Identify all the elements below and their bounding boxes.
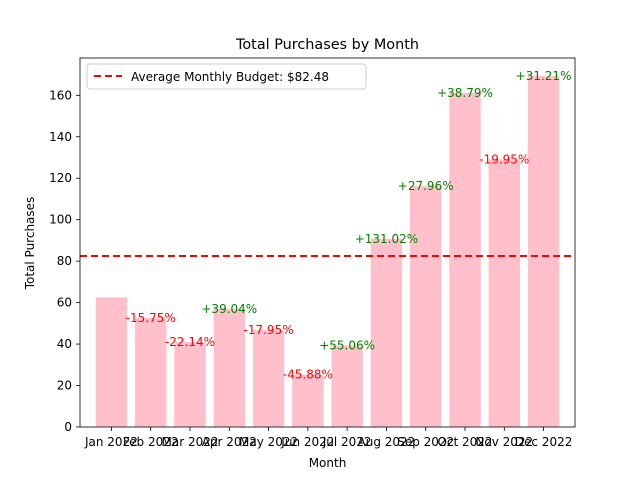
change-label: +39.04% xyxy=(201,302,257,316)
x-tick-label: Feb 2022 xyxy=(123,435,179,449)
change-label: +131.02% xyxy=(355,232,418,246)
y-tick-label: 140 xyxy=(49,130,72,144)
legend-box xyxy=(86,63,367,90)
change-label: +55.06% xyxy=(319,339,375,353)
x-tick-label: Jun 2022 xyxy=(280,435,334,449)
bar xyxy=(370,238,403,427)
change-label: -45.88% xyxy=(283,368,333,382)
y-tick-label: 80 xyxy=(57,254,72,268)
x-tick-label: Jul 2022 xyxy=(322,435,372,449)
x-tick-label: Oct 2022 xyxy=(437,435,492,449)
bars-layer xyxy=(95,75,560,428)
x-tick-label: Nov 2022 xyxy=(475,435,533,449)
bar xyxy=(331,345,363,427)
x-tick-label: Jan 2022 xyxy=(84,435,138,449)
bar xyxy=(410,186,442,427)
change-label: -17.95% xyxy=(244,323,294,337)
x-axis-title: Month xyxy=(309,456,347,470)
bar xyxy=(252,329,285,427)
chart-title: Total Purchases by Month xyxy=(235,37,419,53)
y-tick-label: 160 xyxy=(49,88,72,102)
change-label: -22.14% xyxy=(165,335,215,349)
change-label: +38.79% xyxy=(437,86,493,100)
x-tick-label: Apr 2022 xyxy=(202,435,257,449)
bar xyxy=(527,75,560,427)
x-tick-label: Aug 2022 xyxy=(358,435,416,449)
legend: Average Monthly Budget: $82.48 xyxy=(86,63,367,90)
x-tick-label: May 2022 xyxy=(239,435,298,449)
change-label: +31.21% xyxy=(516,69,572,83)
legend-label: Average Monthly Budget: $82.48 xyxy=(131,70,329,84)
y-tick-label: 100 xyxy=(49,213,72,227)
x-tick-label: Sep 2022 xyxy=(397,435,454,449)
plot-frame xyxy=(79,57,576,428)
change-label: +27.96% xyxy=(398,179,454,193)
y-axis-title: Total Purchases xyxy=(23,197,37,291)
y-tick-label: 120 xyxy=(49,171,72,185)
y-tick-label: 0 xyxy=(64,420,72,434)
bar xyxy=(292,374,324,427)
change-label: -15.75% xyxy=(126,311,176,325)
bar xyxy=(213,308,245,427)
x-tick-label: Mar 2022 xyxy=(162,435,219,449)
change-label: -19.95% xyxy=(479,152,529,166)
y-tick-label: 60 xyxy=(57,296,72,310)
bar xyxy=(174,342,206,427)
x-tick-label: Dec 2022 xyxy=(515,435,573,449)
bar xyxy=(95,297,128,427)
bar xyxy=(488,159,520,428)
bar xyxy=(449,92,481,427)
y-tick-label: 40 xyxy=(57,337,72,351)
y-tick-label: 20 xyxy=(57,379,72,393)
change-labels-layer: -15.75% -22.14% +39.04% -17.95% -45.88% +55.0… xyxy=(126,69,572,382)
bar xyxy=(135,317,167,427)
